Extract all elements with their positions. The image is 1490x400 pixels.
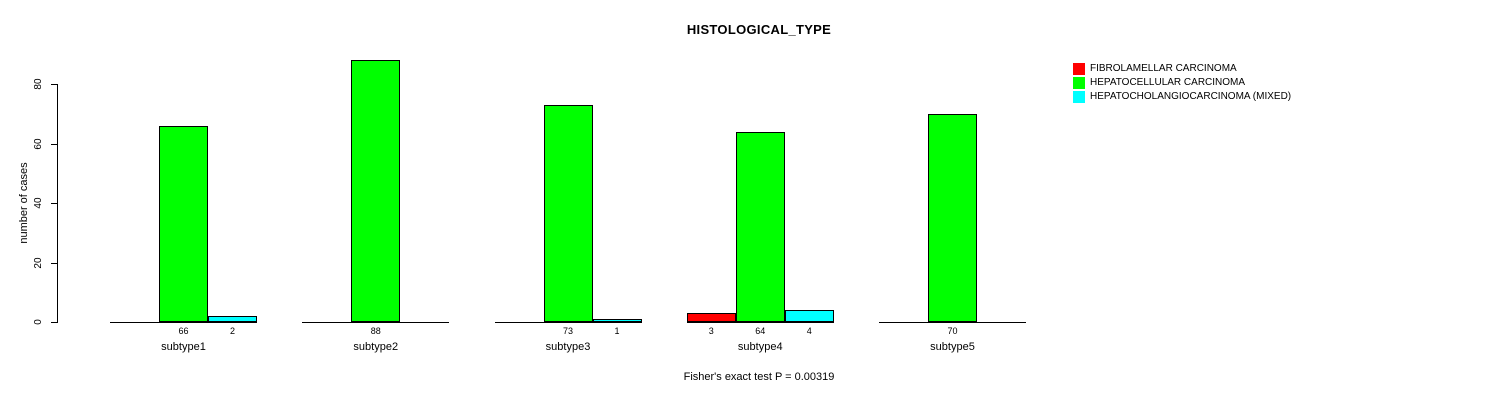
category-label-subtype5: subtype5 — [930, 341, 975, 353]
bar-subtype4-series0 — [686, 313, 736, 322]
y-tick-mark — [51, 84, 58, 85]
y-tick-label: 40 — [33, 197, 44, 209]
legend-item-hepatocellular: HEPATOCELLULAR CARCINOMA — [1073, 76, 1291, 90]
legend-label: HEPATOCHOLANGIOCARCINOMA (MIXED) — [1090, 91, 1292, 102]
y-tick-mark — [51, 144, 58, 145]
bar-value-label: 2 — [229, 326, 235, 336]
hepatocholangio-swatch-icon — [1073, 91, 1085, 103]
legend-label: FIBROLAMELLAR CARCINOMA — [1090, 63, 1237, 74]
bar-value-label: 73 — [562, 326, 573, 336]
y-tick-label: 60 — [33, 138, 44, 150]
legend-item-fibrolamellar: FIBROLAMELLAR CARCINOMA — [1073, 62, 1291, 76]
bar-subtype4-series2 — [784, 310, 834, 322]
bar-subtype2-series1 — [351, 60, 401, 322]
bar-value-label: 4 — [806, 326, 812, 336]
y-tick-label: 20 — [33, 257, 44, 269]
x-axis-baseline-subtype5 — [879, 322, 1026, 323]
bar-subtype3-series1 — [543, 105, 593, 322]
bar-value-label: 66 — [178, 326, 189, 336]
x-axis-baseline-subtype1 — [110, 322, 257, 323]
legend-item-hepatocholangio: HEPATOCHOLANGIOCARCINOMA (MIXED) — [1073, 90, 1291, 104]
category-label-subtype4: subtype4 — [737, 341, 783, 353]
y-tick-label: 0 — [33, 319, 44, 325]
category-label-subtype1: subtype1 — [161, 341, 206, 353]
category-label-subtype3: subtype3 — [545, 341, 591, 353]
bar-subtype4-series1 — [735, 132, 785, 322]
bar-subtype3-series2 — [592, 319, 642, 322]
y-tick-mark — [51, 322, 58, 323]
x-axis-baseline-subtype3 — [494, 322, 642, 323]
y-axis-label: number of cases — [18, 162, 30, 244]
chart-title: HISTOLOGICAL_TYPE — [686, 22, 832, 37]
y-tick-mark — [51, 203, 58, 204]
category-label-subtype2: subtype2 — [353, 341, 399, 353]
fibrolamellar-swatch-icon — [1073, 63, 1085, 75]
bar-value-label: 64 — [755, 326, 766, 336]
bar-subtype1-series1 — [159, 126, 208, 322]
x-axis-baseline-subtype4 — [686, 322, 834, 323]
fisher-test-annotation: Fisher's exact test P = 0.00319 — [683, 371, 835, 383]
bar-value-label: 1 — [614, 326, 620, 336]
bar-value-label: 88 — [370, 326, 381, 336]
legend: FIBROLAMELLAR CARCINOMA HEPATOCELLULAR C… — [1073, 62, 1291, 104]
legend-label: HEPATOCELLULAR CARCINOMA — [1090, 77, 1246, 88]
bar-subtype5-series1 — [928, 114, 977, 322]
y-tick-mark — [51, 263, 58, 264]
y-tick-label: 80 — [33, 78, 44, 90]
hepatocellular-swatch-icon — [1073, 77, 1085, 89]
bar-subtype1-series2 — [208, 316, 257, 322]
x-axis-baseline-subtype2 — [302, 322, 450, 323]
bar-value-label: 70 — [947, 326, 958, 336]
bar-value-label: 3 — [708, 326, 714, 336]
